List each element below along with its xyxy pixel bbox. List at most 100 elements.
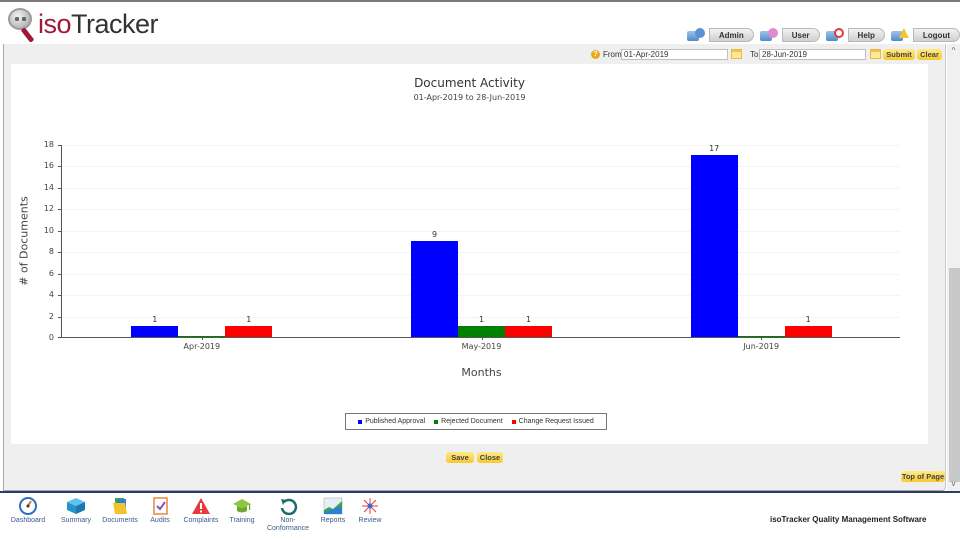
grid-line bbox=[62, 252, 900, 254]
x-tick bbox=[201, 337, 203, 340]
isotracker-logo[interactable]: isoTracker bbox=[6, 6, 159, 43]
close-button[interactable]: Close bbox=[477, 452, 503, 463]
y-tick bbox=[58, 316, 62, 318]
y-tick bbox=[58, 145, 62, 146]
x-tick bbox=[481, 337, 483, 340]
nav-complaints[interactable]: Complaints bbox=[175, 497, 227, 525]
summary-cube-icon bbox=[66, 497, 86, 515]
top-of-page-button[interactable]: Top of Page bbox=[901, 471, 945, 482]
legend-swatch-icon bbox=[511, 419, 516, 424]
y-tick bbox=[58, 166, 62, 168]
vertical-scrollbar[interactable]: ^ v bbox=[947, 44, 960, 491]
bar-change-request-issued[interactable] bbox=[784, 326, 832, 337]
nav-dashboard[interactable]: Dashboard bbox=[2, 497, 54, 525]
help-lifebuoy-icon bbox=[825, 28, 846, 42]
nav-audits[interactable]: Audits bbox=[134, 497, 186, 525]
y-axis-title: # of Documents bbox=[17, 196, 31, 286]
legend-label: Rejected Document bbox=[441, 418, 503, 425]
admin-button[interactable]: Admin bbox=[708, 28, 754, 42]
y-tick bbox=[58, 273, 62, 275]
help-nav[interactable]: Help bbox=[825, 28, 885, 42]
x-tick-label: Jun-2019 bbox=[743, 342, 780, 351]
x-tick-label: Apr-2019 bbox=[183, 342, 221, 351]
user-nav: Admin User Help Logout bbox=[686, 28, 960, 42]
bar-value-label: 1 bbox=[152, 315, 158, 325]
complaints-warning-icon bbox=[191, 497, 211, 515]
grid-line bbox=[62, 209, 900, 211]
bar-value-label: 1 bbox=[246, 315, 252, 325]
bar-published-approval[interactable] bbox=[131, 326, 179, 337]
chart-legend: Published Approval Rejected Document Chang… bbox=[345, 413, 607, 430]
y-tick bbox=[58, 209, 62, 211]
bar-value-label: 17 bbox=[709, 143, 720, 153]
y-tick bbox=[58, 337, 62, 338]
grid-line bbox=[62, 145, 900, 146]
user-button[interactable]: User bbox=[781, 28, 820, 42]
chart-title: Document Activity bbox=[414, 76, 525, 90]
y-tick-label: 8 bbox=[48, 247, 54, 257]
nav-review[interactable]: Review bbox=[344, 497, 396, 525]
to-calendar-icon[interactable] bbox=[870, 49, 881, 59]
y-tick-label: 2 bbox=[48, 311, 54, 321]
nav-summary[interactable]: Summary bbox=[50, 497, 102, 525]
logo-text: isoTracker bbox=[38, 8, 159, 39]
nav-reports[interactable]: Reports bbox=[307, 497, 359, 525]
bar-value-label: 1 bbox=[805, 315, 811, 325]
bar-value-label: 9 bbox=[431, 229, 438, 239]
documents-folder-icon bbox=[110, 497, 130, 515]
bar-value-label: 1 bbox=[525, 315, 532, 325]
bar-rejected-document[interactable] bbox=[737, 336, 785, 337]
y-tick-label: 16 bbox=[43, 161, 54, 171]
grid-line bbox=[62, 273, 900, 275]
training-graduation-cap-icon bbox=[232, 497, 252, 515]
user-nav-item[interactable]: User bbox=[759, 28, 820, 42]
y-tick-label: 0 bbox=[48, 333, 54, 342]
bar-value-label: 1 bbox=[478, 315, 485, 325]
to-date-input[interactable] bbox=[759, 49, 866, 60]
legend-item[interactable]: Change Request Issued bbox=[511, 418, 594, 425]
save-button[interactable]: Save bbox=[446, 452, 474, 463]
y-tick-label: 4 bbox=[48, 290, 54, 300]
help-button[interactable]: Help bbox=[847, 28, 885, 42]
scroll-down-arrow-icon[interactable]: v bbox=[951, 479, 956, 488]
logout-icon bbox=[890, 28, 911, 42]
users-icon bbox=[759, 28, 780, 42]
nav-training[interactable]: Training bbox=[216, 497, 268, 525]
admin-nav[interactable]: Admin bbox=[686, 28, 754, 42]
content-frame: ? From: To: Submit Clear Document Activi… bbox=[3, 44, 946, 491]
review-star-icon bbox=[360, 497, 380, 515]
bar-change-request-issued[interactable] bbox=[225, 326, 273, 337]
to-label: To: bbox=[750, 50, 761, 59]
logout-nav[interactable]: Logout bbox=[890, 28, 960, 42]
clear-button[interactable]: Clear bbox=[917, 49, 942, 60]
y-tick-label: 18 bbox=[43, 140, 54, 149]
submit-button[interactable]: Submit bbox=[883, 49, 915, 60]
plot-area: # of Documents Months 0 2 4 6 8 10 12 14 16 18 1 1 A… bbox=[18, 140, 900, 379]
bar-rejected-document[interactable] bbox=[458, 326, 505, 337]
from-calendar-icon[interactable] bbox=[731, 49, 742, 59]
scroll-thumb[interactable] bbox=[949, 268, 960, 482]
y-tick bbox=[58, 295, 62, 297]
legend-item[interactable]: Published Approval bbox=[358, 418, 425, 425]
grid-line bbox=[62, 230, 900, 232]
nav-documents[interactable]: Documents bbox=[94, 497, 146, 525]
logout-button[interactable]: Logout bbox=[912, 28, 960, 42]
chart-subtitle: 01-Apr-2019 to 28-Jun-2019 bbox=[413, 93, 526, 102]
help-icon[interactable]: ? bbox=[591, 50, 600, 59]
reports-chart-icon bbox=[323, 497, 343, 515]
grid-line bbox=[62, 166, 900, 168]
y-tick-label: 6 bbox=[48, 268, 54, 278]
bar-published-approval[interactable] bbox=[411, 240, 458, 337]
bar-rejected-document[interactable] bbox=[178, 336, 226, 337]
nav-non-conformance[interactable]: Non- Conformance bbox=[262, 497, 314, 533]
grid-line bbox=[62, 316, 900, 318]
bar-change-request-issued[interactable] bbox=[505, 326, 552, 337]
legend-item[interactable]: Rejected Document bbox=[434, 418, 503, 425]
y-tick bbox=[58, 187, 62, 189]
from-date-input[interactable] bbox=[621, 49, 728, 60]
y-tick bbox=[58, 252, 62, 254]
scroll-up-arrow-icon[interactable]: ^ bbox=[951, 46, 956, 55]
bar-published-approval[interactable] bbox=[690, 154, 738, 337]
legend-swatch-icon bbox=[358, 419, 363, 424]
magnifier-logo-icon bbox=[6, 6, 40, 43]
